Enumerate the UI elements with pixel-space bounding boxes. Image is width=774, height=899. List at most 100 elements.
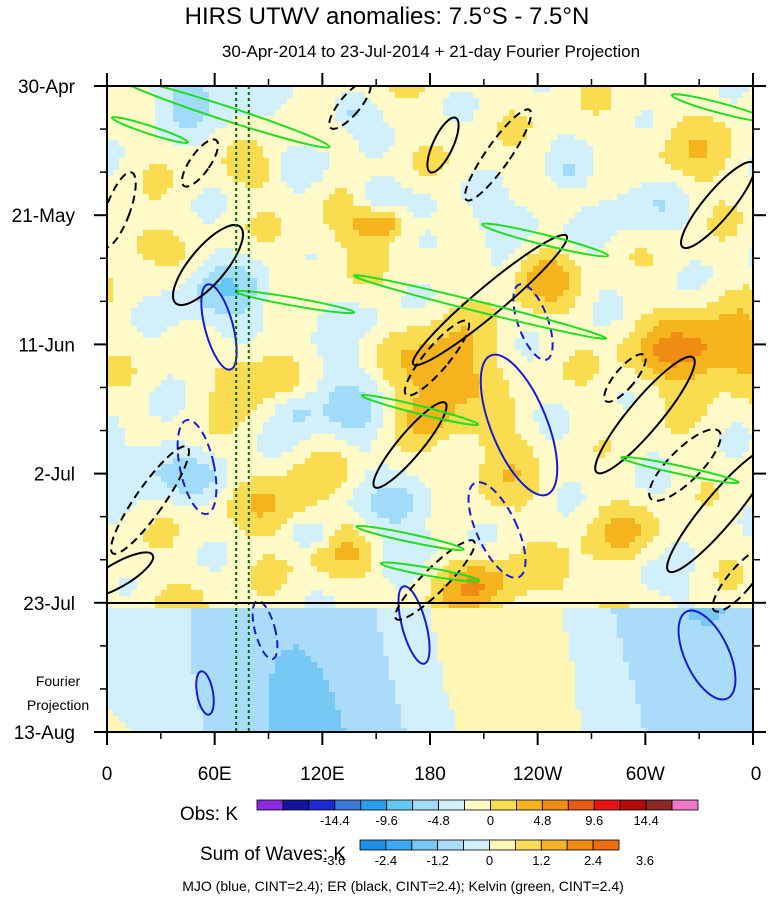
field-cell bbox=[557, 242, 564, 249]
field-cell bbox=[527, 128, 534, 135]
field-cell bbox=[431, 260, 438, 267]
field-cell bbox=[485, 200, 492, 207]
field-cell bbox=[347, 122, 354, 129]
field-cell bbox=[503, 326, 510, 333]
field-cell bbox=[683, 344, 690, 351]
field-cell bbox=[161, 152, 168, 159]
field-cell bbox=[551, 194, 558, 201]
field-cell bbox=[575, 134, 582, 141]
field-cell bbox=[305, 308, 312, 315]
field-cell bbox=[239, 152, 246, 159]
field-cell bbox=[407, 146, 414, 153]
field-cell bbox=[131, 314, 138, 321]
field-cell bbox=[731, 110, 738, 117]
field-cell bbox=[113, 332, 120, 339]
field-cell bbox=[533, 326, 540, 333]
field-cell bbox=[515, 248, 522, 255]
field-cell bbox=[353, 284, 360, 291]
field-cell bbox=[221, 254, 228, 261]
field-cell bbox=[125, 356, 132, 363]
field-cell bbox=[263, 146, 270, 153]
field-cell bbox=[545, 188, 552, 195]
field-cell bbox=[185, 230, 192, 237]
field-cell bbox=[263, 140, 270, 147]
field-cell bbox=[383, 194, 390, 201]
field-cell bbox=[575, 296, 582, 303]
field-cell bbox=[551, 296, 558, 303]
field-cell bbox=[467, 218, 474, 225]
field-cell bbox=[275, 170, 282, 177]
field-cell bbox=[431, 164, 438, 171]
field-cell bbox=[365, 110, 372, 117]
field-cell bbox=[473, 110, 480, 117]
field-cell bbox=[371, 218, 378, 225]
field-cell bbox=[257, 200, 264, 207]
field-cell bbox=[575, 188, 582, 195]
field-cell bbox=[377, 110, 384, 117]
field-cell bbox=[371, 164, 378, 171]
field-cell bbox=[743, 350, 750, 357]
field-cell bbox=[563, 224, 570, 231]
field-cell bbox=[491, 356, 498, 363]
field-cell bbox=[659, 146, 666, 153]
field-cell bbox=[293, 92, 300, 99]
field-cell bbox=[215, 218, 222, 225]
field-cell bbox=[347, 272, 354, 279]
field-cell bbox=[677, 176, 684, 183]
field-cell bbox=[719, 344, 726, 351]
field-cell bbox=[299, 158, 306, 165]
field-cell bbox=[629, 140, 636, 147]
field-cell bbox=[251, 278, 258, 285]
field-cell bbox=[533, 92, 540, 99]
field-cell bbox=[605, 338, 612, 345]
field-cell bbox=[557, 260, 564, 267]
field-cell bbox=[437, 242, 444, 249]
field-cell bbox=[497, 332, 504, 339]
field-cell bbox=[611, 86, 618, 93]
field-cell bbox=[497, 278, 504, 285]
field-cell bbox=[269, 266, 276, 273]
field-cell bbox=[203, 272, 210, 279]
field-cell bbox=[659, 242, 666, 249]
field-cell bbox=[413, 278, 420, 285]
field-cell bbox=[179, 188, 186, 195]
field-cell bbox=[317, 170, 324, 177]
field-cell bbox=[485, 314, 492, 321]
field-cell bbox=[605, 278, 612, 285]
field-cell bbox=[497, 302, 504, 309]
field-cell bbox=[347, 338, 354, 345]
field-cell bbox=[395, 218, 402, 225]
field-cell bbox=[515, 266, 522, 273]
field-cell bbox=[515, 272, 522, 279]
field-cell bbox=[125, 236, 132, 243]
field-cell bbox=[449, 218, 456, 225]
field-cell bbox=[323, 122, 330, 129]
field-cell bbox=[305, 194, 312, 201]
field-cell bbox=[569, 212, 576, 219]
field-cell bbox=[629, 116, 636, 123]
field-cell bbox=[251, 272, 258, 279]
field-cell bbox=[605, 326, 612, 333]
field-cell bbox=[179, 314, 186, 321]
field-cell bbox=[719, 164, 726, 171]
field-cell bbox=[161, 236, 168, 243]
field-cell bbox=[653, 176, 660, 183]
field-cell bbox=[401, 314, 408, 321]
field-cell bbox=[713, 146, 720, 153]
field-cell bbox=[503, 248, 510, 255]
field-cell bbox=[269, 308, 276, 315]
field-cell bbox=[119, 266, 126, 273]
field-cell bbox=[551, 224, 558, 231]
field-cell bbox=[599, 134, 606, 141]
field-cell bbox=[677, 224, 684, 231]
field-cell bbox=[659, 230, 666, 237]
field-cell bbox=[191, 314, 198, 321]
field-cell bbox=[179, 296, 186, 303]
field-cell bbox=[371, 308, 378, 315]
field-cell bbox=[509, 338, 516, 345]
field-cell bbox=[671, 170, 678, 177]
field-cell bbox=[653, 290, 660, 297]
field-cell bbox=[467, 110, 474, 117]
field-cell bbox=[629, 284, 636, 291]
field-cell bbox=[455, 140, 462, 147]
